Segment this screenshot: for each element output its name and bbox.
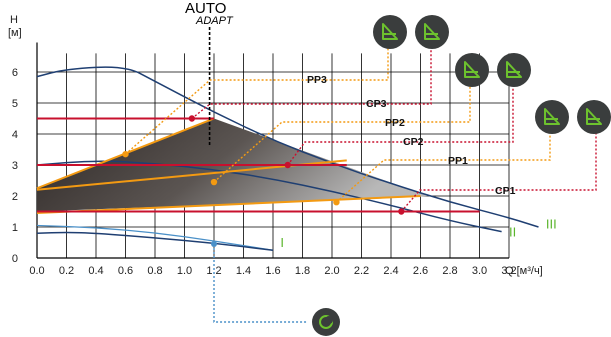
- x-tick-label: 2.4: [383, 265, 398, 277]
- callout-label-cp3: CP3: [366, 98, 387, 110]
- pp-icon-triangle: [382, 23, 398, 40]
- cp-icon-triangle: [506, 61, 522, 78]
- y-tick-label: 3: [12, 160, 18, 172]
- cp-icon: [497, 53, 531, 87]
- night-callout-line: [213, 244, 308, 323]
- pp-icon: [373, 15, 407, 49]
- pp-icon: [455, 53, 489, 87]
- speed-curve-III: [36, 66, 539, 228]
- x-tick-label: 2.6: [413, 265, 428, 277]
- x-tick-label: 0.0: [29, 265, 44, 277]
- x-tick-label: 0.6: [118, 265, 133, 277]
- x-tick-label: 0.2: [59, 265, 74, 277]
- y-tick-label: 6: [12, 67, 18, 79]
- pp-icon-triangle: [464, 61, 480, 78]
- y-tick-label: 1: [12, 222, 18, 234]
- x-tick-label: 1.6: [265, 265, 280, 277]
- y-tick-label: 2: [12, 191, 18, 203]
- x-tick-label: 2.8: [442, 265, 457, 277]
- night-icon-moon-cut: [325, 316, 333, 324]
- cp-icon: [577, 100, 611, 134]
- x-tick-label: 1.2: [206, 265, 221, 277]
- y-tick-label: 4: [12, 129, 18, 141]
- speed-curve-I: [36, 231, 274, 251]
- moon-sun-icon: [312, 308, 340, 336]
- x-tick-label: 2.0: [324, 265, 339, 277]
- callout-label-pp2: PP2: [385, 117, 405, 129]
- adapt-label: ADAPT: [195, 15, 234, 27]
- cp-icon: [415, 15, 449, 49]
- x-tick-label: 1.4: [236, 265, 251, 277]
- y-axis-label: H [м]: [8, 14, 22, 39]
- cp-icon-triangle: [424, 23, 440, 40]
- callout-line-pp3: [125, 48, 389, 155]
- x-tick-label: 0.4: [88, 265, 103, 277]
- y-axis-unit-text: [м]: [8, 27, 22, 39]
- axis-ticks: 0.0 0.2 0.4 0.6 0.8 1.0 1.2 1.4 1.6 1.8 2.0 2.2 2.4 2…: [12, 67, 517, 277]
- callout-line-cp1: [400, 133, 597, 212]
- callout-label-pp1: PP1: [448, 155, 468, 167]
- pp-icon-triangle: [544, 108, 560, 125]
- x-tick-label: 2.2: [354, 265, 369, 277]
- x-tick-label: 3.0: [472, 265, 487, 277]
- x-tick-label: 3.2: [501, 265, 516, 277]
- callout-label-cp2: CP2: [403, 136, 424, 148]
- speed-label-III: III: [546, 217, 557, 232]
- x-tick-label: 1.8: [295, 265, 310, 277]
- callouts: PP3 CP3 PP2 CP2 PP1 CP1: [125, 15, 611, 336]
- auto-label: AUTO: [185, 0, 226, 17]
- proportional-line-pp1: [36, 195, 421, 215]
- callout-line-cp2: [287, 84, 514, 166]
- y-tick-label: 0: [12, 253, 18, 265]
- y-axis-label-text: H: [10, 14, 18, 26]
- x-tick-label: 0.8: [147, 265, 162, 277]
- callout-label-pp3: PP3: [307, 74, 327, 86]
- speed-curve-II: [36, 160, 502, 233]
- y-tick-label: 5: [12, 98, 18, 110]
- night-marker: [211, 241, 217, 248]
- pp-icon: [535, 100, 569, 134]
- x-tick-label: 1.0: [177, 265, 192, 277]
- x-axis-label: Q [м³/ч]: [505, 265, 543, 277]
- callout-label-cp1: CP1: [495, 185, 516, 197]
- speed-label-I: I: [280, 235, 284, 250]
- cp-icon-triangle: [586, 108, 602, 125]
- callout-line-pp2: [213, 84, 471, 183]
- speed-label-II: II: [509, 224, 516, 239]
- night-mode-curve: [36, 224, 274, 251]
